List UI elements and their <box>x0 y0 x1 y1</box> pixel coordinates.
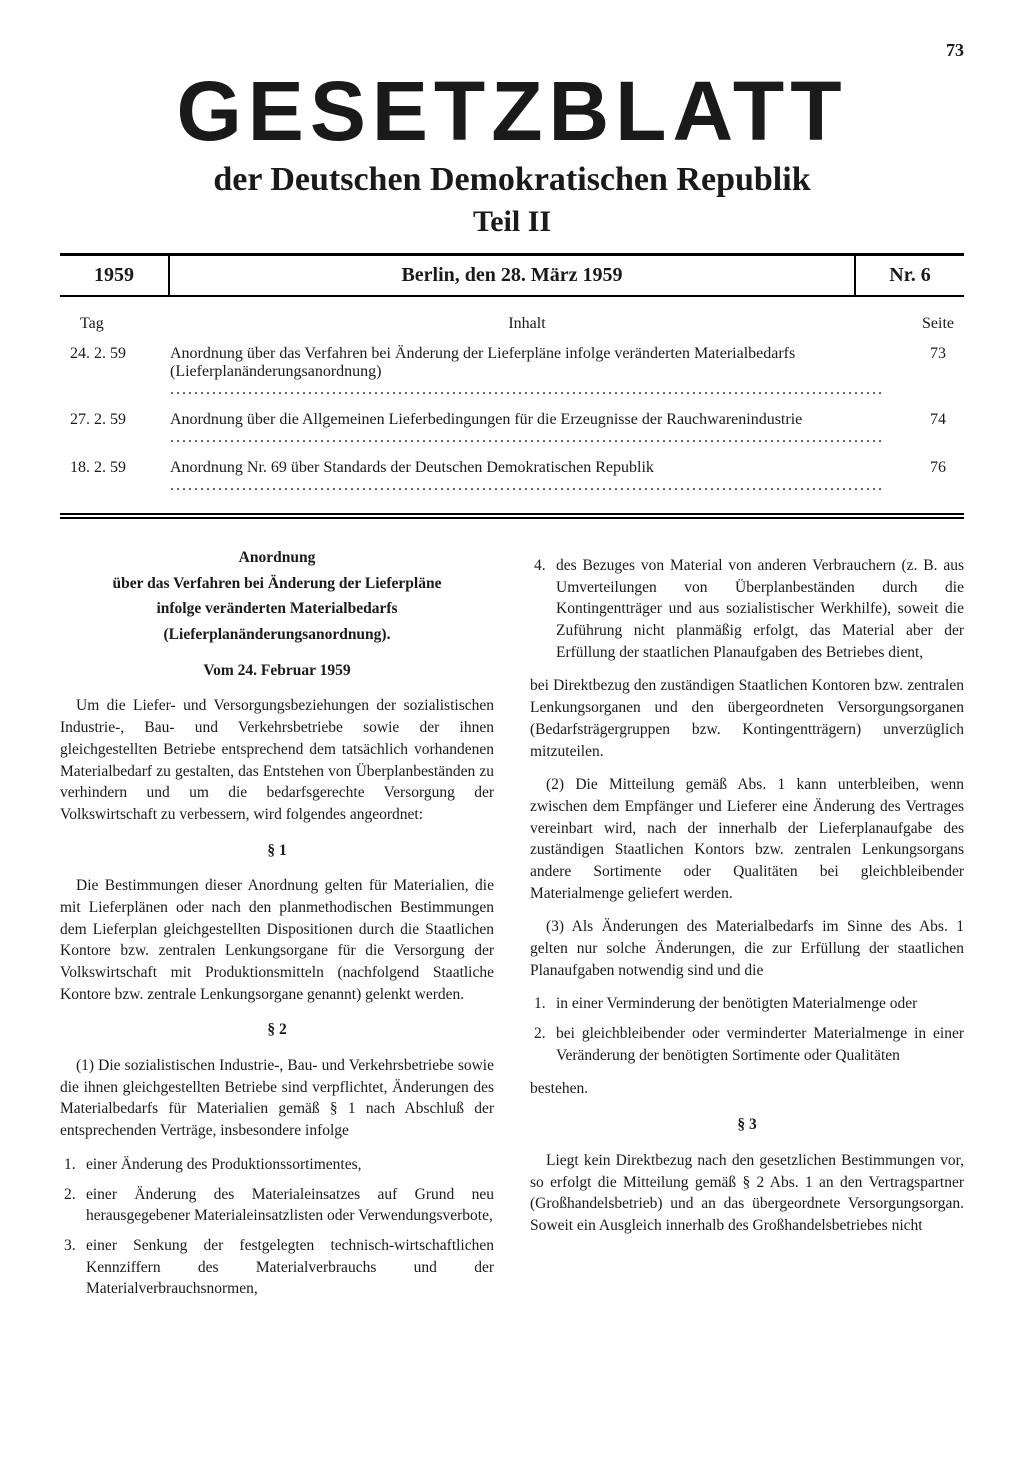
list-item: 2. einer Änderung des Materialeinsatzes … <box>64 1184 494 1227</box>
list-item: 3. einer Senkung der festgelegten techni… <box>64 1235 494 1300</box>
article-title: infolge veränderten Materialbedarfs <box>60 598 494 620</box>
article-title: über das Verfahren bei Änderung der Lief… <box>60 573 494 595</box>
list-item: 2. bei gleichbleibender oder verminderte… <box>534 1023 964 1066</box>
list-num: 2. <box>64 1184 86 1227</box>
col-inhalt: Inhalt <box>170 315 884 333</box>
entry-desc: Anordnung Nr. 69 über Standards der Deut… <box>170 459 884 495</box>
list-num: 1. <box>64 1154 86 1176</box>
list-text: einer Senkung der festgelegten technisch… <box>86 1235 494 1300</box>
section-2-3-intro: (3) Als Änderungen des Materialbedarfs i… <box>530 916 964 981</box>
dateline: 1959 Berlin, den 28. März 1959 Nr. 6 <box>60 253 964 297</box>
section-2-1-intro: (1) Die sozialistischen Industrie-, Bau-… <box>60 1055 494 1142</box>
article-title: (Lieferplanänderungsanordnung). <box>60 624 494 646</box>
entry-desc: Anordnung über das Verfahren bei Änderun… <box>170 345 884 399</box>
dateline-city: Berlin, den 28. März 1959 <box>170 256 854 295</box>
section-3-text: Liegt kein Direktbezug nach den gesetzli… <box>530 1150 964 1237</box>
right-column: 4. des Bezuges von Material von anderen … <box>530 547 964 1308</box>
list-num: 1. <box>534 993 556 1015</box>
col-tag: Tag <box>60 315 170 333</box>
list-text: bei gleichbleibender oder verminderter M… <box>556 1023 964 1066</box>
entry-page: 76 <box>884 459 964 477</box>
list-num: 2. <box>534 1023 556 1066</box>
contents-row: 24. 2. 59 Anordnung über das Verfahren b… <box>60 339 964 405</box>
body-area: Anordnung über das Verfahren bei Änderun… <box>60 547 964 1308</box>
entry-date: 27. 2. 59 <box>60 411 170 429</box>
left-column: Anordnung über das Verfahren bei Änderun… <box>60 547 494 1308</box>
contents-table: Tag Inhalt Seite 24. 2. 59 Anordnung übe… <box>60 309 964 519</box>
subtitle: der Deutschen Demokratischen Republik <box>60 161 964 199</box>
list-text: einer Änderung des Materialeinsatzes auf… <box>86 1184 494 1227</box>
entry-desc: Anordnung über die Allgemeinen Lieferbed… <box>170 411 884 447</box>
entry-page: 73 <box>884 345 964 363</box>
list-text: des Bezuges von Material von anderen Ver… <box>556 555 964 663</box>
section-2-2: (2) Die Mitteilung gemäß Abs. 1 kann unt… <box>530 774 964 904</box>
preamble: Um die Liefer- und Versorgungsbeziehunge… <box>60 695 494 825</box>
list-item: 4. des Bezuges von Material von anderen … <box>534 555 964 663</box>
article-date: Vom 24. Februar 1959 <box>60 660 494 682</box>
masthead: GESETZBLATT der Deutschen Demokratischen… <box>60 69 964 239</box>
entry-date: 18. 2. 59 <box>60 459 170 477</box>
section-1-text: Die Bestimmungen dieser Anordnung gelten… <box>60 875 494 1005</box>
section-3: § 3 <box>530 1114 964 1136</box>
entry-date: 24. 2. 59 <box>60 345 170 363</box>
dateline-issue: Nr. 6 <box>854 256 964 295</box>
list-num: 3. <box>64 1235 86 1300</box>
page-number: 73 <box>60 40 964 61</box>
list-item: 1. einer Änderung des Produktionssortime… <box>64 1154 494 1176</box>
main-title: GESETZBLATT <box>60 69 964 153</box>
section-2: § 2 <box>60 1019 494 1041</box>
contents-row: 27. 2. 59 Anordnung über die Allgemeinen… <box>60 405 964 453</box>
section-2-tail: bei Direktbezug den zuständigen Staatlic… <box>530 675 964 762</box>
contents-header: Tag Inhalt Seite <box>60 309 964 339</box>
article-title: Anordnung <box>60 547 494 569</box>
section-1: § 1 <box>60 840 494 862</box>
col-seite: Seite <box>884 315 964 333</box>
list-num: 4. <box>534 555 556 663</box>
list-item: 1. in einer Verminderung der benötigten … <box>534 993 964 1015</box>
list-text: in einer Verminderung der benötigten Mat… <box>556 993 964 1015</box>
section-2-3-tail: bestehen. <box>530 1078 964 1100</box>
part-label: Teil II <box>60 205 964 239</box>
contents-row: 18. 2. 59 Anordnung Nr. 69 über Standard… <box>60 453 964 501</box>
list-text: einer Änderung des Produktionssortimente… <box>86 1154 494 1176</box>
entry-page: 74 <box>884 411 964 429</box>
dateline-year: 1959 <box>60 256 170 295</box>
